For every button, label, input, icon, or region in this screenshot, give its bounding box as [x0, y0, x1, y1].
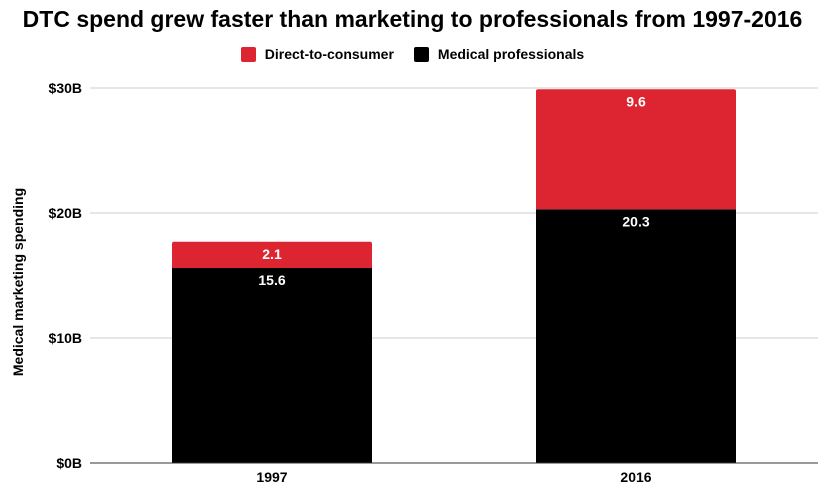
legend-item-medical-professionals: Medical professionals [413, 46, 585, 62]
x-tick-label: 1997 [256, 469, 287, 485]
y-tick-label: $30B [49, 80, 82, 96]
data-label: 9.6 [626, 93, 646, 109]
x-tick-label: 2016 [620, 469, 651, 485]
chart-title: DTC spend grew faster than marketing to … [22, 6, 803, 32]
data-label: 15.6 [258, 272, 285, 288]
y-tick-label: $0B [56, 455, 82, 471]
legend-swatch-direct-to-consumer [240, 46, 256, 62]
bar-segment [172, 241, 372, 268]
data-label: 20.3 [622, 213, 649, 229]
legend-label-medical-professionals: Medical professionals [437, 46, 585, 62]
legend-label-direct-to-consumer: Direct-to-consumer [264, 46, 394, 62]
legend: Direct-to-consumer Medical professionals [0, 46, 825, 62]
y-tick-label: $20B [49, 205, 82, 221]
y-tick-label: $10B [49, 330, 82, 346]
legend-item-direct-to-consumer: Direct-to-consumer [240, 46, 394, 62]
data-label: 2.1 [262, 246, 282, 262]
bar-segment [536, 89, 736, 210]
legend-swatch-medical-professionals [413, 46, 429, 62]
bar-segment [536, 209, 736, 463]
bar-segment [172, 268, 372, 463]
